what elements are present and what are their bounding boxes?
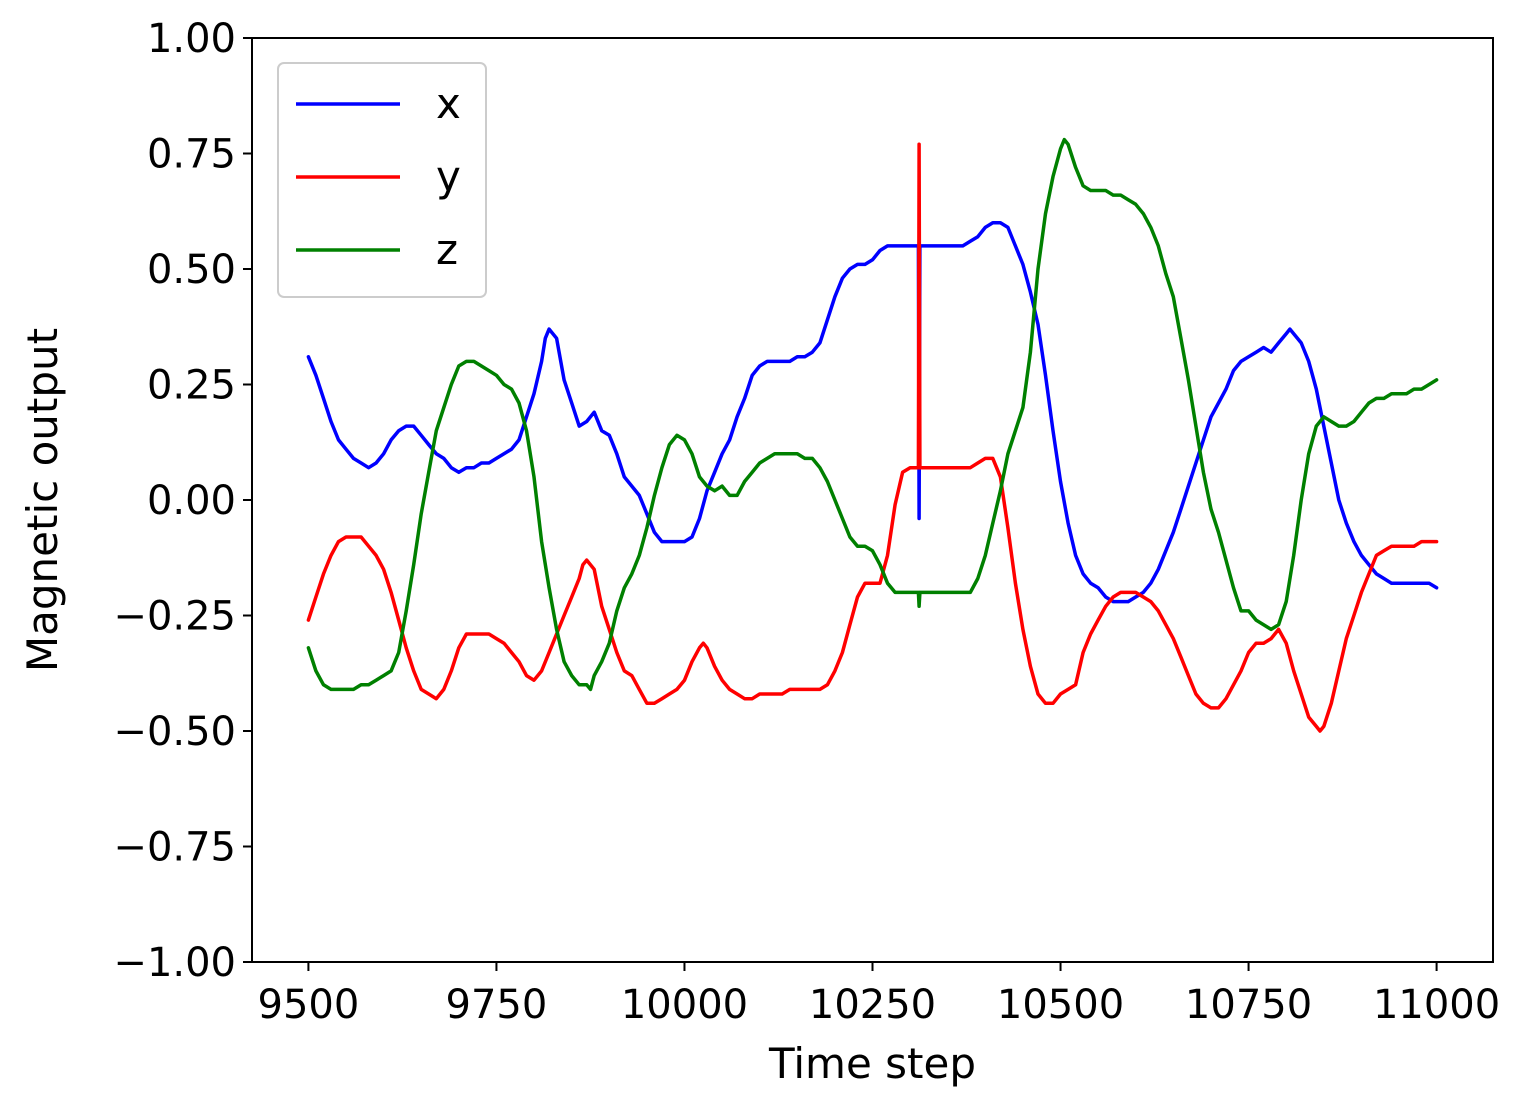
series-line-z xyxy=(306,137,1439,692)
y-tick-label: −1.00 xyxy=(113,940,236,986)
x-tick-label: 10000 xyxy=(621,982,748,1028)
x-tick-label: 10500 xyxy=(997,982,1124,1028)
series-layer xyxy=(306,137,1439,733)
series-line-x xyxy=(306,221,1439,604)
legend-label-y: y xyxy=(436,152,461,201)
x-tick-label: 10250 xyxy=(809,982,936,1028)
y-tick-label: 1.00 xyxy=(147,16,236,62)
legend-label-z: z xyxy=(436,225,458,274)
y-tick-label: −0.50 xyxy=(113,709,236,755)
x-tick-label: 11000 xyxy=(1373,982,1500,1028)
y-tick-label: 0.75 xyxy=(147,132,236,178)
x-tick-label: 9500 xyxy=(258,982,360,1028)
y-tick-label: 0.00 xyxy=(147,478,236,524)
y-tick-label: 0.50 xyxy=(147,247,236,293)
y-axis-label: Magnetic output xyxy=(18,328,67,672)
y-tick-label: −0.75 xyxy=(113,825,236,871)
legend-label-x: x xyxy=(436,79,461,128)
legend: xyz xyxy=(277,62,487,298)
y-tick-label: −0.25 xyxy=(113,594,236,640)
series-line-y xyxy=(306,142,1439,733)
legend-box xyxy=(277,62,487,298)
x-axis-label: Time step xyxy=(768,1039,976,1088)
x-axis-ticks: 9500 9750 10000 10250 10500 10750 11000 xyxy=(258,962,1500,1028)
y-tick-label: 0.25 xyxy=(147,363,236,409)
y-axis-ticks: 1.00 0.75 0.50 0.25 0.00 −0.25 −0.50 −0.75 −1.00 xyxy=(113,16,252,986)
x-tick-label: 9750 xyxy=(446,982,548,1028)
x-tick-label: 10750 xyxy=(1185,982,1312,1028)
